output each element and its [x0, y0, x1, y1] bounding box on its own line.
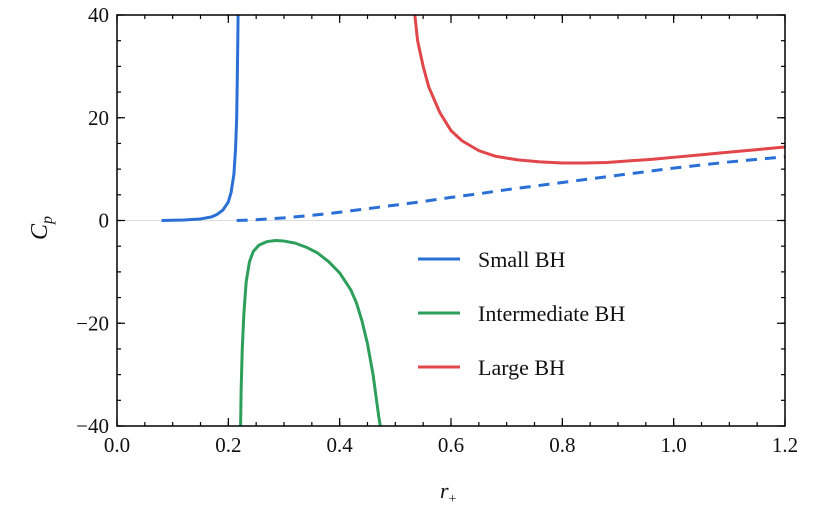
y-axis-label-sub: p	[39, 216, 56, 225]
legend-label: Intermediate BH	[478, 301, 625, 326]
y-tick-label: 20	[88, 106, 109, 130]
x-tick-label: 0.0	[104, 433, 130, 457]
x-tick-label: 0.6	[438, 433, 464, 457]
x-axis-label-sub: +	[449, 492, 457, 507]
y-axis-label: Cp	[27, 216, 56, 240]
legend-label: Large BH	[478, 355, 565, 380]
series-line-2	[239, 239, 382, 427]
series-line-1	[236, 155, 786, 222]
y-tick-label: 40	[88, 3, 109, 27]
legend-label: Small BH	[478, 247, 566, 272]
y-tick-label: −40	[76, 414, 109, 438]
svg-text:Cp: Cp	[27, 216, 56, 240]
x-tick-label: 0.8	[549, 433, 575, 457]
x-axis-label-main: r	[440, 478, 449, 503]
x-tick-label: 0.4	[327, 433, 354, 457]
legend: Small BH Intermediate BH Large BH	[418, 247, 625, 380]
y-tick-label: −20	[76, 311, 109, 335]
x-tick-label: 1.2	[772, 433, 798, 457]
y-tick-label: 0	[99, 209, 110, 233]
svg-text:r+: r+	[440, 478, 457, 507]
x-tick-label: 0.2	[215, 433, 241, 457]
x-tick-label: 1.0	[661, 433, 687, 457]
x-axis-label: r+	[440, 478, 457, 507]
y-axis-label-main: C	[27, 223, 53, 240]
series-line-0	[161, 14, 240, 222]
series-line-3	[413, 14, 786, 165]
